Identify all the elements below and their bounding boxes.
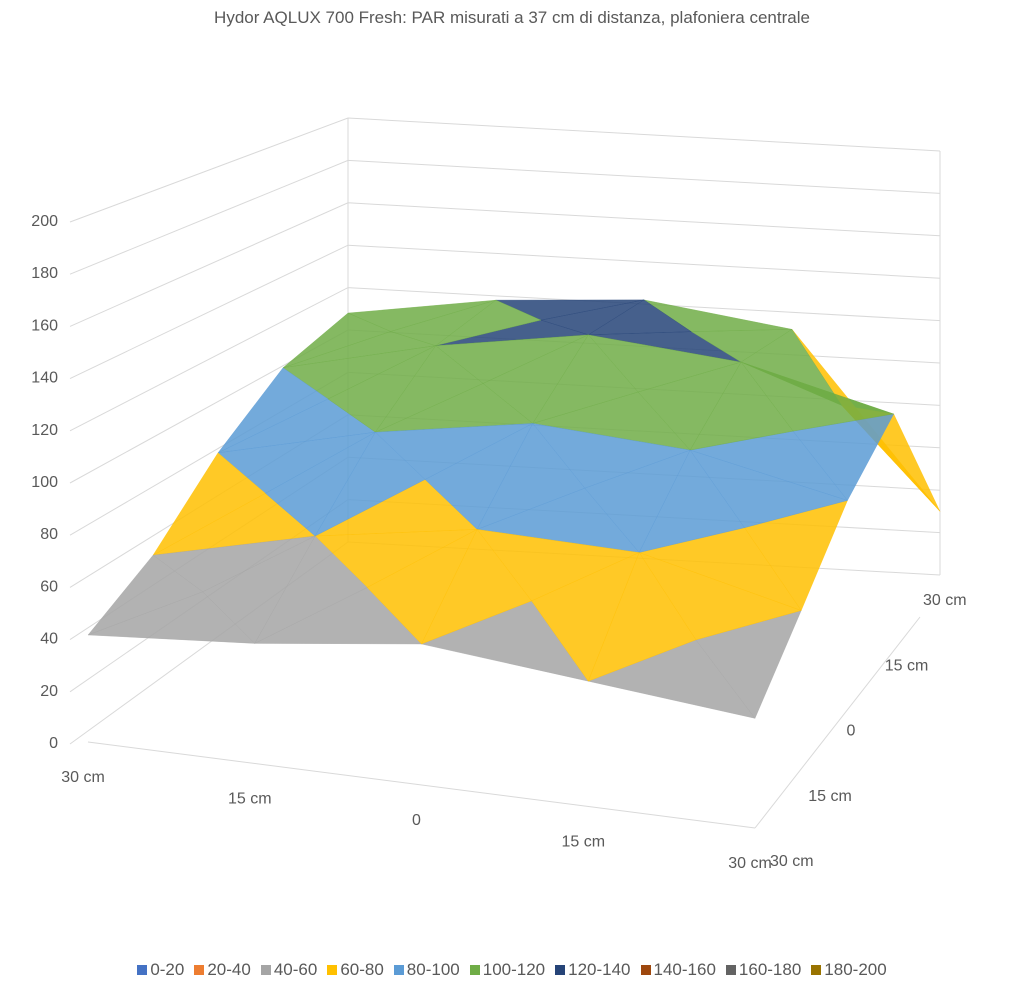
z-tick-label: 160 bbox=[31, 317, 58, 334]
depth-tick-label: 0 bbox=[847, 723, 856, 740]
surface-facet bbox=[587, 551, 697, 682]
legend-label: 20-40 bbox=[207, 960, 251, 979]
depth-axis-line bbox=[754, 616, 921, 829]
x-tick-label: 30 cm bbox=[728, 855, 772, 872]
depth-tick-label: 30 cm bbox=[770, 853, 814, 870]
legend-swatch bbox=[640, 965, 651, 975]
surface-facet bbox=[314, 431, 426, 537]
surface-facet bbox=[638, 449, 745, 553]
depth-tick-label: 15 cm bbox=[808, 788, 852, 805]
legend-item: 120-140 bbox=[555, 960, 631, 980]
z-tick-label: 200 bbox=[31, 213, 58, 230]
z-tick-label: 120 bbox=[31, 422, 58, 439]
legend-swatch bbox=[469, 965, 480, 975]
x-tick-label: 15 cm bbox=[228, 791, 272, 808]
surface-facet bbox=[374, 345, 484, 433]
x-tick-label: 15 cm bbox=[561, 834, 605, 851]
legend-item: 100-120 bbox=[469, 960, 546, 980]
gridline bbox=[69, 117, 941, 223]
z-tick-label: 0 bbox=[49, 735, 58, 752]
surface-plot: 0 20 40 60 80 100 120 140 160 180 200 30 cm 15 cm 0 15… bbox=[31, 117, 967, 872]
legend-label: 80-100 bbox=[406, 960, 460, 979]
legend-item: 140-160 bbox=[640, 960, 716, 980]
surface-facet bbox=[152, 452, 266, 556]
legend-swatch bbox=[194, 965, 205, 975]
legend-label: 160-180 bbox=[738, 960, 802, 979]
gridline bbox=[69, 159, 941, 275]
z-tick-label: 20 bbox=[40, 683, 58, 700]
legend-item: 80-100 bbox=[393, 960, 460, 980]
x-tick-label: 0 bbox=[412, 812, 421, 829]
legend: 0-20 20-40 40-60 60-80 80-100 100-120 120-140 1… bbox=[0, 960, 1024, 980]
legend-swatch bbox=[393, 965, 404, 975]
chart-title: Hydor AQLUX 700 Fresh: PAR misurati a 37… bbox=[214, 8, 810, 27]
legend-swatch bbox=[811, 965, 822, 975]
z-tick-label: 80 bbox=[40, 526, 58, 543]
surface-facet bbox=[476, 422, 586, 530]
surface-facet bbox=[282, 312, 392, 368]
surface-facet bbox=[689, 361, 794, 451]
legend-item: 60-80 bbox=[327, 960, 384, 980]
legend-label: 140-160 bbox=[653, 960, 716, 979]
surface-facet bbox=[587, 299, 693, 336]
legend-label: 40-60 bbox=[273, 960, 318, 979]
surface-facet bbox=[420, 528, 532, 645]
x-tick-label: 30 cm bbox=[61, 769, 105, 786]
z-tick-label: 140 bbox=[31, 370, 58, 387]
z-tick-label: 60 bbox=[40, 578, 58, 595]
depth-tick-label: 30 cm bbox=[923, 592, 967, 609]
legend-swatch bbox=[725, 965, 736, 975]
x-axis-line bbox=[87, 741, 756, 829]
legend-item: 160-180 bbox=[725, 960, 802, 980]
z-tick-label: 100 bbox=[31, 474, 58, 491]
legend-swatch bbox=[260, 965, 271, 975]
surface-facet bbox=[217, 367, 329, 454]
surface-facet bbox=[435, 299, 542, 346]
surface-facet bbox=[532, 334, 639, 424]
legend-item: 0-20 bbox=[137, 960, 184, 980]
legend-swatch bbox=[137, 965, 148, 975]
legend-item: 20-40 bbox=[194, 960, 251, 980]
legend-label: 60-80 bbox=[340, 960, 384, 979]
z-tick-label: 180 bbox=[31, 265, 58, 282]
legend-label: 180-200 bbox=[824, 960, 887, 979]
legend-swatch bbox=[555, 965, 566, 975]
legend-item: 180-200 bbox=[811, 960, 887, 980]
legend-label: 120-140 bbox=[568, 960, 631, 979]
surface-facet bbox=[87, 554, 204, 636]
z-tick-label: 40 bbox=[40, 631, 58, 648]
legend-item: 40-60 bbox=[260, 960, 318, 980]
legend-label: 0-20 bbox=[150, 960, 185, 979]
legend-swatch bbox=[327, 965, 338, 975]
surface-facet bbox=[254, 535, 368, 645]
depth-tick-label: 15 cm bbox=[885, 657, 929, 674]
legend-label: 100-120 bbox=[482, 960, 546, 979]
